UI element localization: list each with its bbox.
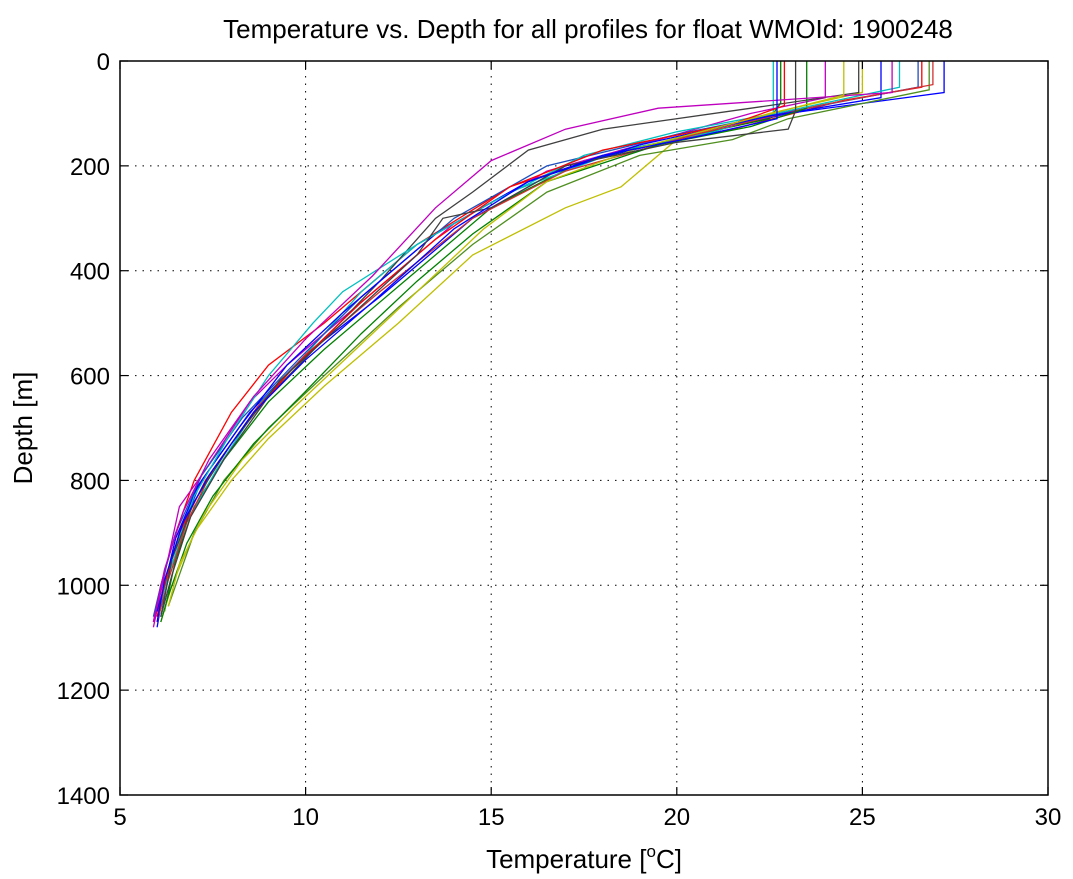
x-tick-label: 5 bbox=[113, 804, 126, 831]
y-tick-label: 0 bbox=[97, 49, 110, 76]
profile-line-2 bbox=[156, 61, 945, 628]
y-tick-label: 1400 bbox=[57, 783, 110, 810]
x-tick-label: 15 bbox=[478, 804, 505, 831]
plot-area-frame bbox=[119, 60, 1049, 796]
chart-title: Temperature vs. Depth for all profiles f… bbox=[223, 14, 953, 44]
profile-line-1 bbox=[152, 61, 923, 623]
x-tick-label: 25 bbox=[849, 804, 876, 831]
x-tick-labels: 5 10 15 20 25 30 bbox=[113, 804, 1061, 831]
profile-line-4 bbox=[156, 61, 774, 617]
x-axis-label-main: Temperature [ bbox=[486, 844, 647, 874]
y-tick-label: 600 bbox=[70, 364, 110, 391]
profile-line-6 bbox=[160, 61, 864, 623]
y-tick-label: 200 bbox=[70, 154, 110, 181]
profile-line-12 bbox=[160, 61, 808, 623]
profile-lines bbox=[152, 61, 945, 628]
profile-line-15 bbox=[152, 61, 893, 623]
x-axis-label: Temperature [oC] bbox=[486, 842, 682, 874]
x-axis-label-superscript: o bbox=[646, 842, 655, 861]
x-tick-label: 30 bbox=[1035, 804, 1062, 831]
profile-line-18 bbox=[156, 61, 778, 623]
profile-line-14 bbox=[156, 61, 786, 617]
y-axis-label: Depth [m] bbox=[8, 372, 38, 485]
y-tick-label: 800 bbox=[70, 468, 110, 495]
profile-line-9 bbox=[167, 61, 930, 607]
x-tick-label: 20 bbox=[663, 804, 690, 831]
profile-line-5 bbox=[152, 61, 826, 628]
profile-line-3 bbox=[163, 61, 782, 612]
y-tick-label: 1200 bbox=[57, 678, 110, 705]
profile-line-11 bbox=[156, 61, 882, 612]
y-tick-labels: 0 200 400 600 800 1000 1200 1400 bbox=[57, 49, 110, 810]
grid-lines bbox=[120, 61, 1048, 795]
y-tick-label: 1000 bbox=[57, 573, 110, 600]
x-tick-label: 10 bbox=[292, 804, 319, 831]
profile-line-8 bbox=[152, 61, 919, 617]
x-axis-label-tail: C] bbox=[656, 844, 682, 874]
axis-ticks bbox=[119, 60, 1049, 796]
profile-line-7 bbox=[160, 61, 860, 617]
profile-line-17 bbox=[160, 61, 797, 617]
y-tick-label: 400 bbox=[70, 259, 110, 286]
profile-line-16 bbox=[167, 61, 845, 607]
